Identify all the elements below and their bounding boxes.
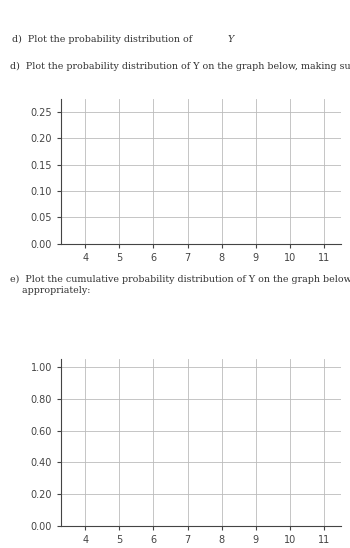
Text: d)  Plot the probability distribution of Y on the graph below, making sure to la: d) Plot the probability distribution of … [10,62,350,71]
Text: Y: Y [228,35,234,44]
Text: e)  Plot the cumulative probability distribution of Y on the graph below, making: e) Plot the cumulative probability distr… [10,275,350,295]
Text: d)  Plot the probability distribution of: d) Plot the probability distribution of [12,35,196,44]
